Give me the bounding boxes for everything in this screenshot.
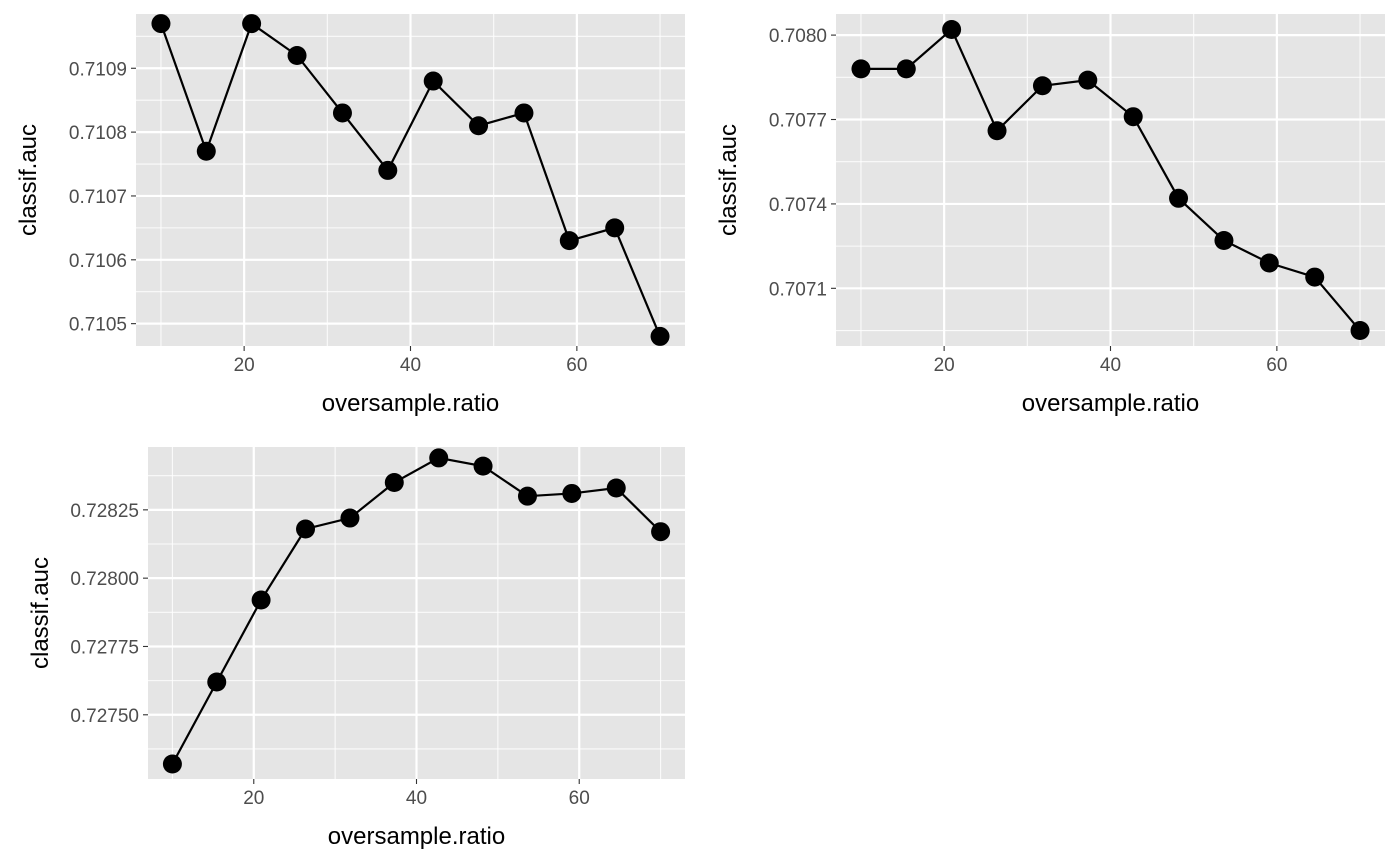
data-point xyxy=(896,59,916,79)
data-point xyxy=(332,103,352,123)
data-point xyxy=(251,590,271,610)
y-tick-label: 0.7071 xyxy=(769,279,827,300)
y-tick-label: 0.7074 xyxy=(769,195,828,216)
data-point xyxy=(340,508,360,528)
data-point xyxy=(562,483,582,503)
y-tick-label: 0.7108 xyxy=(69,123,127,144)
y-tick-label: 0.7107 xyxy=(69,187,127,208)
data-point xyxy=(1350,321,1370,341)
data-point xyxy=(651,522,671,542)
data-point xyxy=(384,473,404,493)
x-tick-label: 60 xyxy=(569,788,590,809)
x-axis-title: oversample.ratio xyxy=(328,823,505,850)
x-tick-label: 20 xyxy=(234,355,255,376)
data-point xyxy=(162,754,182,774)
panel-2: 20 40 60 0.7071 0.7074 0.7077 0.7080 oversample… xyxy=(715,14,1385,417)
data-point xyxy=(287,46,307,65)
x-tick-label: 40 xyxy=(400,355,421,376)
data-point xyxy=(1214,230,1234,250)
data-point xyxy=(1032,76,1052,96)
data-point xyxy=(1078,70,1098,90)
y-axis-title: classif.auc xyxy=(27,557,54,669)
y-tick-label: 0.72775 xyxy=(70,637,139,658)
x-tick-label: 20 xyxy=(934,355,955,376)
y-tick-label: 0.7077 xyxy=(769,111,827,132)
data-point xyxy=(242,14,262,34)
x-axis-title: oversample.ratio xyxy=(1022,390,1199,417)
data-point xyxy=(987,121,1007,141)
data-point xyxy=(207,672,227,692)
x-tick-label: 60 xyxy=(1266,355,1287,376)
data-point xyxy=(469,116,489,136)
data-point xyxy=(296,519,316,539)
data-point xyxy=(851,59,871,79)
data-point xyxy=(1123,107,1143,127)
data-point xyxy=(378,160,398,180)
panel-1: 20 40 60 0.7105 0.7106 0.7107 0.7108 0.7109 over… xyxy=(15,14,685,417)
y-tick-label: 0.72750 xyxy=(70,706,139,727)
x-axis-title: oversample.ratio xyxy=(322,390,499,417)
panel-3: 20 40 60 0.72750 0.72775 0.72800 0.72825 oversa… xyxy=(27,447,685,850)
x-tick-label: 20 xyxy=(243,788,264,809)
data-point xyxy=(559,231,579,251)
data-point xyxy=(606,478,626,498)
data-point xyxy=(605,218,625,238)
data-point xyxy=(650,326,670,346)
data-point xyxy=(151,14,171,34)
y-tick-label: 0.72800 xyxy=(70,569,139,590)
x-tick-label: 40 xyxy=(406,788,427,809)
data-point xyxy=(429,448,449,468)
y-axis-title: classif.auc xyxy=(715,124,742,236)
y-axis-title: classif.auc xyxy=(15,124,42,236)
data-point xyxy=(1169,188,1189,208)
y-tick-label: 0.72825 xyxy=(70,501,139,522)
data-point xyxy=(514,103,534,123)
data-point xyxy=(473,456,493,476)
data-point xyxy=(942,19,962,39)
y-tick-label: 0.7080 xyxy=(769,26,827,47)
data-point xyxy=(1259,253,1279,273)
data-point xyxy=(517,486,537,506)
x-tick-label: 40 xyxy=(1100,355,1121,376)
y-tick-label: 0.7109 xyxy=(69,59,127,80)
data-point xyxy=(196,141,216,161)
data-point xyxy=(423,71,443,91)
x-tick-label: 60 xyxy=(566,355,587,376)
y-tick-label: 0.7106 xyxy=(69,251,127,272)
y-tick-label: 0.7105 xyxy=(69,315,127,336)
data-point xyxy=(1305,267,1325,287)
